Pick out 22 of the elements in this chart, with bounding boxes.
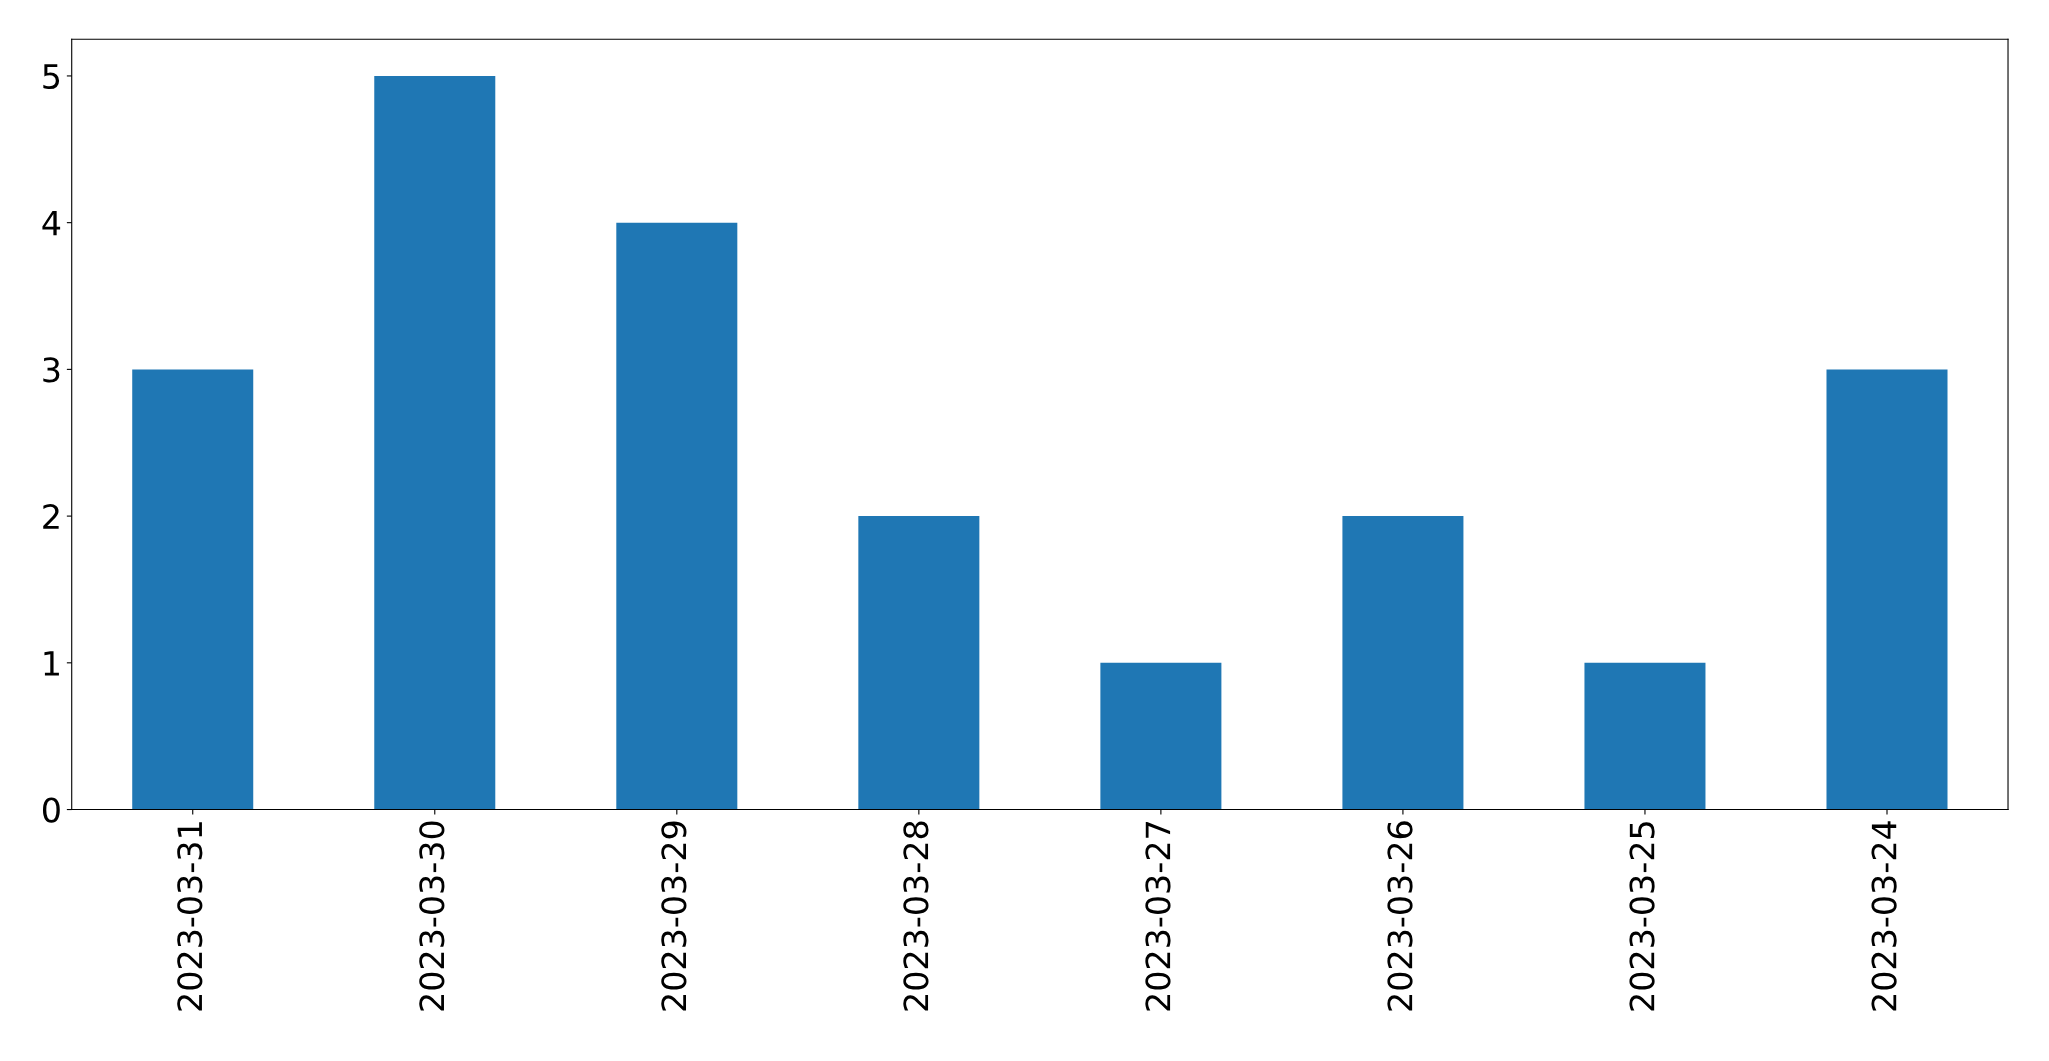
bar (1584, 662, 1706, 810)
y-tick-label: 3 (43, 357, 60, 383)
x-tick-label: 2023-03-30 (419, 821, 445, 1011)
y-tick-label: 0 (42, 797, 60, 823)
x-tick-label: 2023-03-24 (1871, 821, 1897, 1011)
x-tick-label: 2023-03-25 (1629, 822, 1655, 1011)
y-tick-label: 2 (43, 504, 59, 529)
bar (1826, 369, 1948, 810)
y-tick-label: 4 (42, 211, 61, 236)
bar (1100, 662, 1222, 810)
x-tick-label: 2023-03-26 (1387, 821, 1413, 1011)
x-tick-label: 2023-03-31 (177, 822, 203, 1011)
bar (616, 222, 738, 810)
y-tick-label: 1 (44, 651, 59, 676)
x-tick-label: 2023-03-28 (903, 821, 929, 1011)
bar (132, 369, 254, 810)
bar (374, 75, 496, 810)
y-tick-label: 5 (43, 64, 60, 90)
x-tick-label: 2023-03-29 (661, 821, 687, 1011)
x-tick-label: 2023-03-27 (1145, 822, 1171, 1011)
bar (1342, 516, 1464, 810)
bar (858, 516, 980, 810)
